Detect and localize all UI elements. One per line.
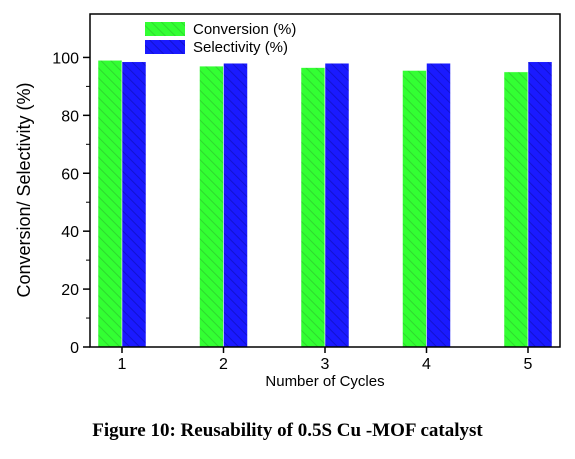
figure-caption: Figure 10: Reusability of 0.5S Cu -MOF c… <box>92 420 483 441</box>
bar-conversion-cycle-2 <box>199 65 224 348</box>
y-tick-label: 20 <box>61 282 79 299</box>
x-tick-label: 1 <box>118 356 127 373</box>
plot-frame <box>89 13 561 348</box>
x-tick-label: 2 <box>219 356 228 373</box>
bar-conversion-cycle-5 <box>503 71 529 348</box>
legend: Conversion (%)Selectivity (%) <box>145 21 296 56</box>
y-tick-label: 80 <box>61 108 79 125</box>
axes-layer: 1 2 3 4 5 0 20 40 60 80 100 <box>52 13 561 373</box>
legend-label-selectivity: Selectivity (%) <box>193 39 288 56</box>
bar-selectivity-cycle-3 <box>324 62 350 348</box>
bar-selectivity-cycle-4 <box>426 62 451 348</box>
bar-selectivity-cycle-2 <box>223 62 248 348</box>
x-tick-label: 3 <box>321 356 330 373</box>
y-tick-label: 100 <box>52 50 79 67</box>
bars-layer <box>97 60 553 348</box>
y-axis-label: Conversion/ Selectivity (%) <box>14 82 34 297</box>
reusability-chart: 1 2 3 4 5 0 20 40 60 80 100 Conversion (%)Selectiv… <box>14 13 561 390</box>
y-tick-label: 0 <box>70 340 79 357</box>
y-tick-label: 40 <box>61 224 79 241</box>
bar-conversion-cycle-1 <box>97 60 123 348</box>
y-tick-label: 60 <box>61 166 79 183</box>
legend-swatch-selectivity <box>145 40 185 54</box>
x-axis-label: Number of Cycles <box>265 373 384 390</box>
bar-conversion-cycle-3 <box>300 67 326 348</box>
bar-selectivity-cycle-1 <box>121 61 147 348</box>
legend-label-conversion: Conversion (%) <box>193 21 296 38</box>
legend-swatch-conversion <box>145 22 185 36</box>
bar-selectivity-cycle-5 <box>527 61 553 348</box>
bar-conversion-cycle-4 <box>402 70 427 348</box>
x-tick-label: 5 <box>524 356 533 373</box>
x-tick-label: 4 <box>422 356 431 373</box>
